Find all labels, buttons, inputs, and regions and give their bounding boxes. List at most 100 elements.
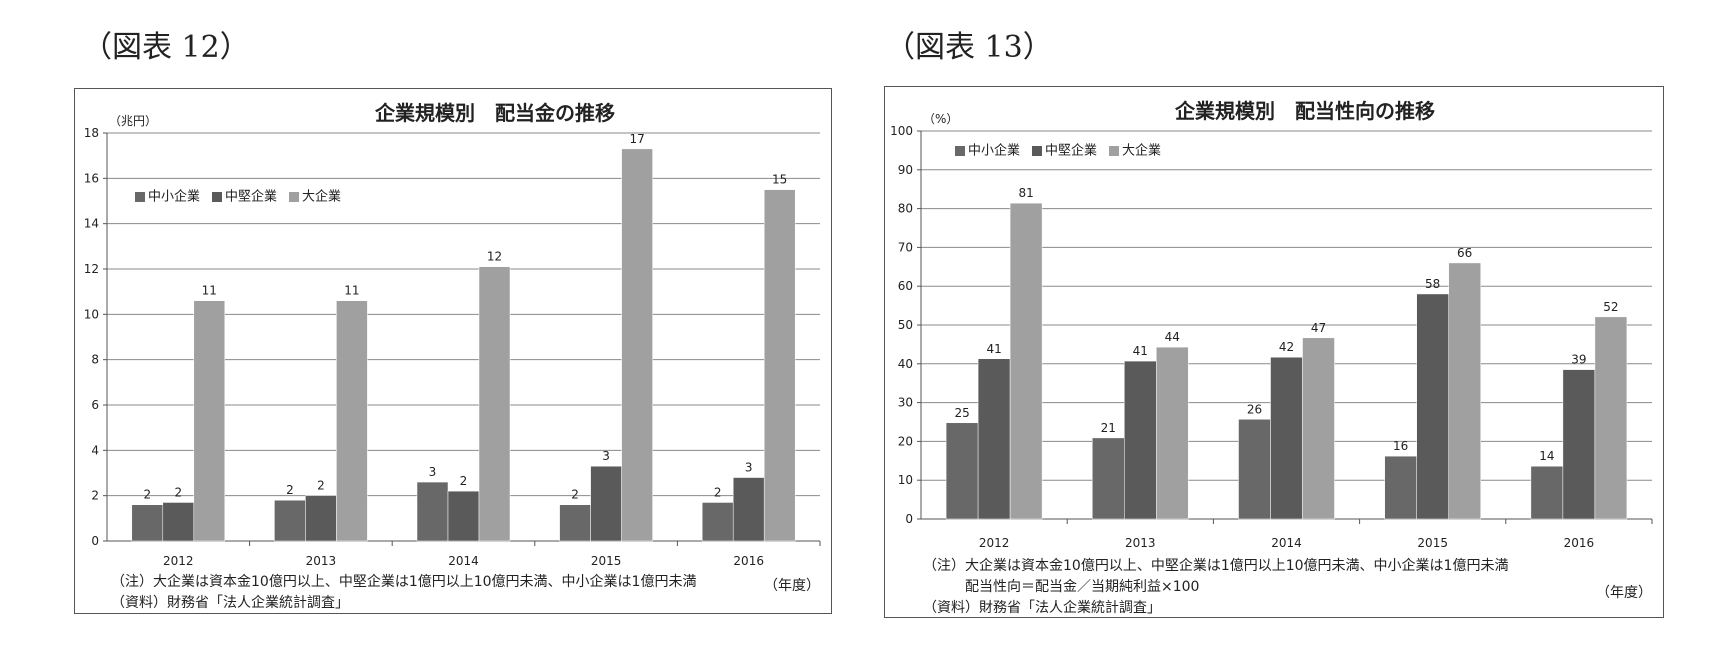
figure-12-data-label: 11 <box>202 284 217 298</box>
figure-12-bar <box>763 189 796 542</box>
figure-12-y-tick-label: 6 <box>91 398 99 412</box>
figure-13-bar <box>1238 419 1271 520</box>
figure-12-bar <box>447 490 480 542</box>
figure-12-chart: 企業規模別 配当金の推移 （兆円） 0 2 4 6 8 10 12 14 16 18 2 2 11 2012 2… <box>84 101 821 594</box>
figure-13-bar <box>1530 465 1564 520</box>
figure-13-x-tick-label: 2015 <box>1417 536 1448 550</box>
figure-13-label: （図表 13） <box>885 30 1053 65</box>
figure-13-y-tick-label: 30 <box>898 396 913 410</box>
figure-12-data-label: 3 <box>429 465 437 479</box>
figure-13-bar <box>1270 356 1303 520</box>
figure-12-bar <box>336 300 368 542</box>
figure-12-data-label: 15 <box>772 173 787 187</box>
figure-13-y-tick-label: 70 <box>898 240 913 254</box>
figure-12-data-label: 2 <box>174 485 182 499</box>
figure-13-source: （資料）財務省「法人企業統計調査」 <box>923 600 1161 616</box>
figure-12-y-tick-label: 4 <box>91 443 99 457</box>
figure-12-y-tick-label: 10 <box>84 307 99 321</box>
figure-12-bar <box>274 499 306 542</box>
figure-13-data-label: 44 <box>1165 330 1180 344</box>
figure-13-data-label: 16 <box>1393 439 1408 453</box>
figure-12-legend-swatch <box>289 192 299 202</box>
figure-12-y-tick-label: 8 <box>91 353 99 367</box>
figure-13-x-tick-label: 2013 <box>1125 536 1156 550</box>
figure-12-data-label: 3 <box>745 461 753 475</box>
figure-13-y-tick-label: 100 <box>890 124 913 138</box>
figure-13-bar <box>1156 346 1189 520</box>
figure-12-legend-label: 中堅企業 <box>225 189 277 205</box>
figure-13-legend-swatch <box>955 146 965 156</box>
figure-12-bar <box>478 266 511 542</box>
figure-13-data-label: 52 <box>1603 300 1618 314</box>
figure-12-x-tick-label: 2015 <box>591 554 622 568</box>
figure-13-unit-label: （%） <box>923 112 958 126</box>
figure-13-note: （注）大企業は資本金10億円以上、中堅企業は1億円以上10億円未満、中小企業は1… <box>923 558 1509 574</box>
figure-13-bar <box>945 422 979 520</box>
figure-13-bar <box>1092 437 1125 520</box>
figure-12-bar <box>193 300 226 542</box>
figure-13-chart-box: 企業規模別 配当性向の推移 （%） 0 10 20 30 40 50 60 70 80 90 100 25… <box>884 86 1664 618</box>
figure-12-data-label: 2 <box>286 483 294 497</box>
figure-12-y-tick-label: 18 <box>84 126 99 140</box>
figure-13-bar <box>1448 262 1481 520</box>
figure-13-y-tick-label: 80 <box>898 202 913 216</box>
figure-12-bar <box>162 502 195 542</box>
figure-13-y-tick-label: 90 <box>898 163 913 177</box>
figure-13-data-label: 26 <box>1247 402 1262 416</box>
figure-12-note: （注）大企業は資本金10億円以上、中堅企業は1億円以上10億円未満、中小企業は1… <box>111 574 697 590</box>
figure-12-legend-label: 中小企業 <box>148 189 200 205</box>
figure-13-data-label: 41 <box>986 342 1001 356</box>
figure-13-legend-swatch <box>1109 146 1119 156</box>
figure-12-data-label: 12 <box>487 250 502 264</box>
figure-12-data-label: 11 <box>344 284 359 298</box>
figure-13-y-tick-label: 10 <box>898 473 913 487</box>
figure-12-x-tick-label: 2012 <box>163 554 194 568</box>
figure-12-label: （図表 12） <box>82 30 250 65</box>
figure-12-data-label: 2 <box>143 488 151 502</box>
figure-13-data-label: 42 <box>1279 340 1294 354</box>
figure-12-chart-box: 企業規模別 配当金の推移 （兆円） 0 2 4 6 8 10 12 14 16 18 2 2 11 2012 2… <box>74 88 832 614</box>
figure-13-bar <box>1124 360 1157 520</box>
figure-13-bar <box>1594 316 1628 520</box>
figure-13-x-tick-label: 2012 <box>979 536 1010 550</box>
figure-13-x-tick-label: 2014 <box>1271 536 1302 550</box>
figure-12-x-axis-label: （年度） <box>764 578 820 594</box>
figure-12-bar <box>559 504 591 542</box>
figure-12-legend-swatch <box>135 192 145 202</box>
figure-12-data-label: 17 <box>629 132 644 146</box>
figure-13-data-label: 14 <box>1539 449 1554 463</box>
figure-13-legend-swatch <box>1032 146 1042 156</box>
figure-12-title: 企業規模別 配当金の推移 <box>374 101 615 125</box>
figure-12-x-tick-label: 2014 <box>448 554 479 568</box>
figure-13-bar <box>977 358 1011 520</box>
figure-13-legend-label: 中堅企業 <box>1045 143 1097 159</box>
figure-12-y-tick-label: 12 <box>84 262 99 276</box>
figure-13-x-tick-label: 2016 <box>1564 536 1595 550</box>
figure-12-bar <box>701 502 734 542</box>
figure-12-y-tick-label: 0 <box>91 534 99 548</box>
figure-13-y-tick-label: 40 <box>898 357 913 371</box>
figure-13-data-label: 66 <box>1457 246 1472 260</box>
figure-12-x-tick-label: 2016 <box>733 554 764 568</box>
figure-13-note-formula: 配当性向＝配当金／当期純利益×100 <box>923 579 1200 595</box>
figure-12-bar <box>732 477 765 542</box>
figure-13-data-label: 41 <box>1133 344 1148 358</box>
figure-12-data-label: 3 <box>602 449 610 463</box>
figure-12-source: （資料）財務省「法人企業統計調査」 <box>111 595 349 611</box>
figure-12-data-label: 2 <box>571 488 579 502</box>
figure-12-bar <box>131 504 164 542</box>
figure-13-title: 企業規模別 配当性向の推移 <box>1174 99 1435 123</box>
figure-13-chart: 企業規模別 配当性向の推移 （%） 0 10 20 30 40 50 60 70 80 90 100 25… <box>890 99 1653 601</box>
figure-12-legend-label: 大企業 <box>302 189 341 205</box>
figure-13-data-label: 47 <box>1311 321 1326 335</box>
figure-12-bar <box>305 495 337 542</box>
figure-13-bar <box>1562 369 1596 520</box>
figure-13-y-tick-label: 50 <box>898 318 913 332</box>
figure-13-data-label: 39 <box>1571 353 1586 367</box>
figure-13-legend-label: 中小企業 <box>968 143 1020 159</box>
figure-13-bar <box>1384 455 1417 520</box>
figure-13-data-label: 21 <box>1101 421 1116 435</box>
figure-12-bar <box>416 481 449 542</box>
figure-12-y-tick-label: 16 <box>84 171 99 185</box>
figure-12-unit-label: （兆円） <box>109 114 157 128</box>
